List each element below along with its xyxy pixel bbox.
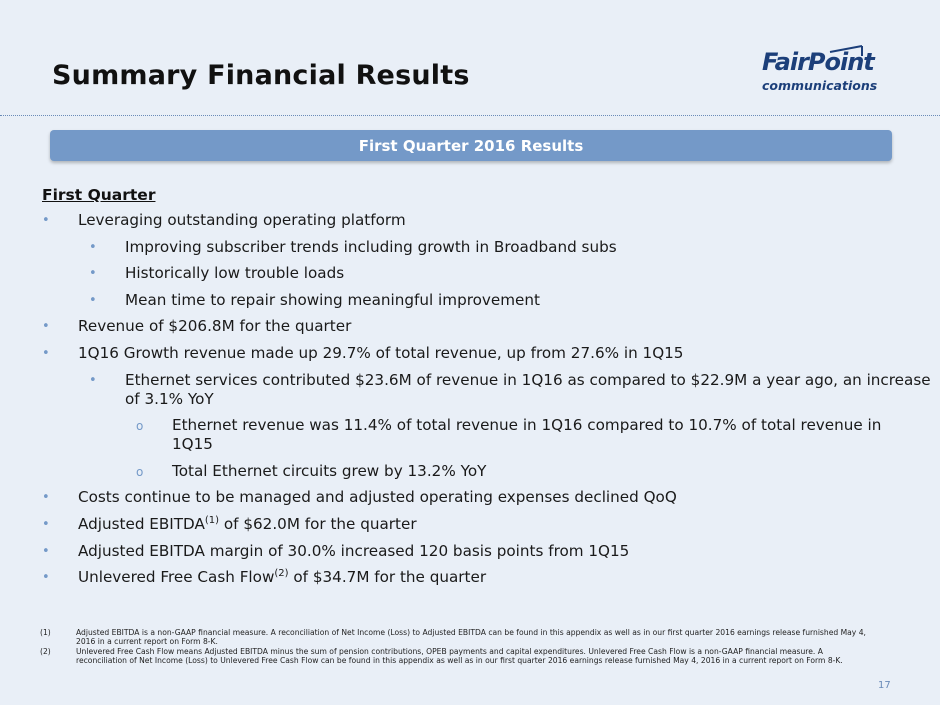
fairpoint-logo: FairPoint communications bbox=[762, 45, 877, 93]
bullet-text: Improving subscriber trends including gr… bbox=[125, 237, 617, 256]
bullet-item: • Leveraging outstanding operating platfo… bbox=[0, 211, 940, 230]
bullet-item: • Improving subscriber trends including g… bbox=[0, 238, 940, 257]
section-banner: First Quarter 2016 Results bbox=[50, 130, 892, 161]
bullet-text: Costs continue to be managed and adjuste… bbox=[78, 488, 677, 507]
bullet-text: of $62.0M for the quarter bbox=[219, 514, 417, 533]
bullet-item: • Adjusted EBITDA margin of 30.0% increas… bbox=[0, 542, 940, 561]
footnote-number: (1) bbox=[40, 628, 51, 637]
bullet-marker: • bbox=[42, 345, 50, 361]
bullet-item: • Unlevered Free Cash Flow(2) of $34.7M f… bbox=[0, 568, 940, 587]
bullet-text: Historically low trouble loads bbox=[125, 264, 345, 283]
bullet-text: Total Ethernet circuits grew by 13.2% Yo… bbox=[172, 461, 487, 480]
footnote-text: Adjusted EBITDA is a non-GAAP financial … bbox=[76, 628, 866, 647]
footnote-ref: (1) bbox=[204, 514, 220, 526]
bullet-marker: • bbox=[89, 372, 97, 388]
bullet-marker: o bbox=[136, 464, 144, 479]
bullet-item: o Ethernet revenue was 11.4% of total rev… bbox=[0, 416, 940, 454]
bullet-item: • 1Q16 Growth revenue made up 29.7% of to… bbox=[0, 344, 940, 363]
bullet-item: • Historically low trouble loads bbox=[0, 264, 940, 283]
bullet-list: • Leveraging outstanding operating platfo… bbox=[0, 211, 940, 595]
bullet-text: Ethernet revenue was 11.4% of total reve… bbox=[172, 416, 882, 454]
bullet-text: Adjusted EBITDA margin of 30.0% increase… bbox=[78, 541, 630, 560]
section-heading: First Quarter bbox=[42, 186, 156, 204]
bullet-marker: • bbox=[42, 213, 50, 228]
bullet-text: Revenue of $206.8M for the quarter bbox=[78, 317, 352, 336]
footnote: (2) Unlevered Free Cash Flow means Adjust… bbox=[40, 647, 870, 666]
bullet-marker: • bbox=[42, 490, 50, 506]
bullet-item: • Adjusted EBITDA(1) of $62.0M for the qu… bbox=[0, 515, 940, 534]
bullet-item: • Costs continue to be managed and adjust… bbox=[0, 488, 940, 507]
bullet-text: Ethernet services contributed $23.6M of … bbox=[125, 370, 931, 408]
bullet-marker: • bbox=[42, 319, 50, 335]
bullet-item: • Mean time to repair showing meaningful … bbox=[0, 291, 940, 310]
bullet-text: of $34.7M for the quarter bbox=[288, 568, 487, 587]
bullet-marker: • bbox=[42, 570, 50, 586]
header-divider bbox=[0, 115, 940, 116]
bullet-item: • Revenue of $206.8M for the quarter bbox=[0, 317, 940, 336]
bullet-text: Unlevered Free Cash Flow bbox=[78, 568, 275, 587]
footnotes: (1) Adjusted EBITDA is a non-GAAP financi… bbox=[40, 628, 870, 665]
bullet-text: 1Q16 Growth revenue made up 29.7% of tot… bbox=[78, 343, 684, 362]
bullet-item: o Total Ethernet circuits grew by 13.2% Y… bbox=[0, 462, 940, 481]
footnote: (1) Adjusted EBITDA is a non-GAAP financi… bbox=[40, 628, 870, 647]
bullet-text: Adjusted EBITDA bbox=[78, 514, 205, 533]
bullet-marker: o bbox=[136, 419, 144, 434]
bullet-item: • Ethernet services contributed $23.6M of… bbox=[0, 371, 940, 409]
bullet-marker: • bbox=[89, 266, 97, 282]
logo-tagline: communications bbox=[762, 78, 877, 93]
footnote-number: (2) bbox=[40, 646, 51, 656]
logo-wordmark: FairPoint bbox=[762, 48, 876, 76]
bullet-text: Mean time to repair showing meaningful i… bbox=[125, 290, 540, 309]
bullet-marker: • bbox=[89, 292, 97, 308]
page-number: 17 bbox=[878, 680, 891, 691]
page-title: Summary Financial Results bbox=[52, 60, 470, 91]
footnote-text: Unlevered Free Cash Flow means Adjusted … bbox=[76, 646, 843, 665]
bullet-text: Leveraging outstanding operating platfor… bbox=[78, 211, 406, 229]
bullet-marker: • bbox=[89, 239, 97, 255]
footnote-ref: (2) bbox=[274, 568, 289, 580]
bullet-marker: • bbox=[42, 516, 50, 532]
bullet-marker: • bbox=[42, 543, 50, 559]
